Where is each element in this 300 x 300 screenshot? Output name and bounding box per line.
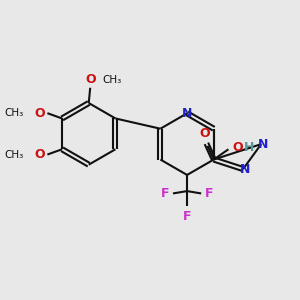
Text: O: O [232, 141, 243, 154]
Text: O: O [34, 107, 45, 120]
Text: F: F [205, 187, 213, 200]
Text: F: F [183, 210, 191, 223]
Text: N: N [257, 138, 268, 151]
Text: O: O [200, 127, 210, 140]
Text: O: O [34, 148, 45, 161]
Text: O: O [85, 73, 95, 86]
Text: F: F [161, 187, 170, 200]
Text: H: H [244, 141, 254, 154]
Text: N: N [182, 107, 192, 120]
Text: CH₃: CH₃ [4, 149, 24, 160]
Text: CH₃: CH₃ [4, 108, 24, 118]
Text: N: N [240, 163, 250, 176]
Text: CH₃: CH₃ [102, 75, 121, 85]
